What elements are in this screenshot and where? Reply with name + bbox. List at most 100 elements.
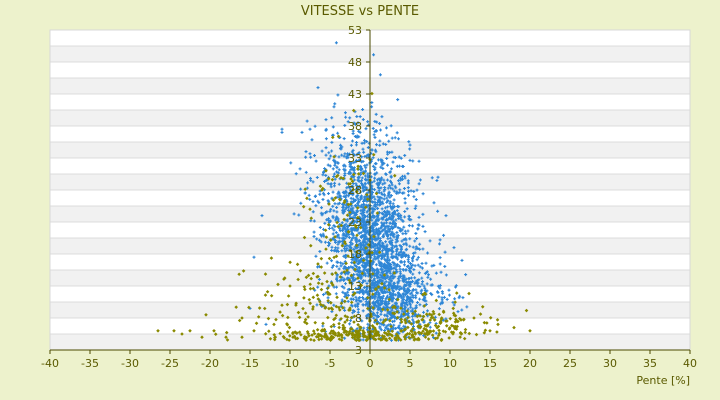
data-point <box>324 247 328 251</box>
data-point <box>447 336 451 340</box>
data-point <box>335 165 339 169</box>
data-point <box>440 300 444 304</box>
data-point <box>365 186 369 190</box>
data-point <box>453 300 457 304</box>
data-point <box>427 312 432 316</box>
data-point <box>401 312 406 316</box>
data-point <box>282 335 287 340</box>
data-point <box>225 338 230 342</box>
data-point <box>414 204 418 208</box>
data-point <box>397 336 401 340</box>
data-point <box>362 150 366 154</box>
data-point <box>334 292 338 296</box>
data-point <box>352 228 356 232</box>
data-point <box>409 189 413 193</box>
data-point <box>396 239 400 243</box>
data-point <box>331 264 335 268</box>
data-point <box>393 275 397 279</box>
data-point <box>359 194 363 198</box>
data-point <box>354 338 359 343</box>
data-point <box>407 189 411 193</box>
data-point <box>391 187 395 191</box>
data-point <box>347 278 352 283</box>
data-point <box>332 249 336 253</box>
data-point <box>389 267 393 271</box>
data-point <box>435 290 439 294</box>
data-point <box>312 338 316 343</box>
data-point <box>200 335 204 339</box>
data-point <box>389 324 393 329</box>
data-point <box>391 320 395 324</box>
data-point <box>346 224 350 228</box>
data-point <box>362 188 366 192</box>
data-point <box>358 247 362 251</box>
data-point <box>319 337 324 341</box>
data-point <box>371 292 375 296</box>
data-point <box>387 248 391 252</box>
data-point <box>524 308 529 313</box>
data-point <box>332 154 336 159</box>
x-tick-label: -35 <box>81 357 99 370</box>
data-point <box>416 320 420 325</box>
data-point <box>397 182 401 186</box>
data-point <box>373 237 377 241</box>
data-point <box>412 195 416 199</box>
data-point <box>372 257 376 261</box>
data-point <box>395 249 399 253</box>
data-point <box>349 265 353 269</box>
data-point <box>328 292 332 297</box>
data-point <box>386 205 390 209</box>
data-point <box>407 277 411 281</box>
data-point <box>354 299 358 303</box>
data-point <box>351 233 355 237</box>
data-point <box>436 175 440 179</box>
data-point <box>360 275 364 279</box>
data-point <box>354 198 358 202</box>
data-point <box>348 210 352 215</box>
data-point <box>373 247 377 251</box>
data-point <box>318 184 323 188</box>
data-point <box>331 335 336 340</box>
data-point <box>263 293 268 297</box>
data-point <box>353 267 357 272</box>
data-point <box>428 318 433 322</box>
data-point <box>366 322 370 326</box>
data-point <box>365 192 369 197</box>
data-point <box>240 316 244 320</box>
data-point <box>297 330 302 334</box>
data-point <box>356 262 360 266</box>
data-point <box>357 290 361 294</box>
data-point <box>280 313 285 318</box>
data-point <box>422 291 427 295</box>
data-point <box>403 201 407 205</box>
data-point <box>496 322 500 327</box>
data-point <box>414 245 418 249</box>
data-point <box>343 272 347 276</box>
data-point <box>386 256 390 260</box>
data-point <box>369 329 374 334</box>
data-point <box>390 308 394 312</box>
data-point <box>362 241 366 245</box>
data-point <box>372 179 376 183</box>
data-point <box>388 332 392 337</box>
data-point <box>428 239 432 243</box>
data-point <box>342 154 346 158</box>
data-point <box>454 291 459 295</box>
data-point <box>324 169 328 173</box>
data-point <box>424 261 428 265</box>
data-point <box>280 130 284 134</box>
data-point <box>339 301 344 305</box>
data-point <box>360 183 364 187</box>
data-point <box>325 334 329 339</box>
data-point <box>332 172 336 176</box>
data-point <box>365 286 369 290</box>
data-point <box>310 138 314 142</box>
data-point <box>385 224 389 228</box>
data-point <box>456 310 460 314</box>
data-point <box>385 327 389 331</box>
data-point <box>315 176 319 180</box>
data-point <box>407 140 411 144</box>
data-point <box>262 306 267 311</box>
data-point <box>418 178 422 182</box>
data-point <box>313 124 317 128</box>
